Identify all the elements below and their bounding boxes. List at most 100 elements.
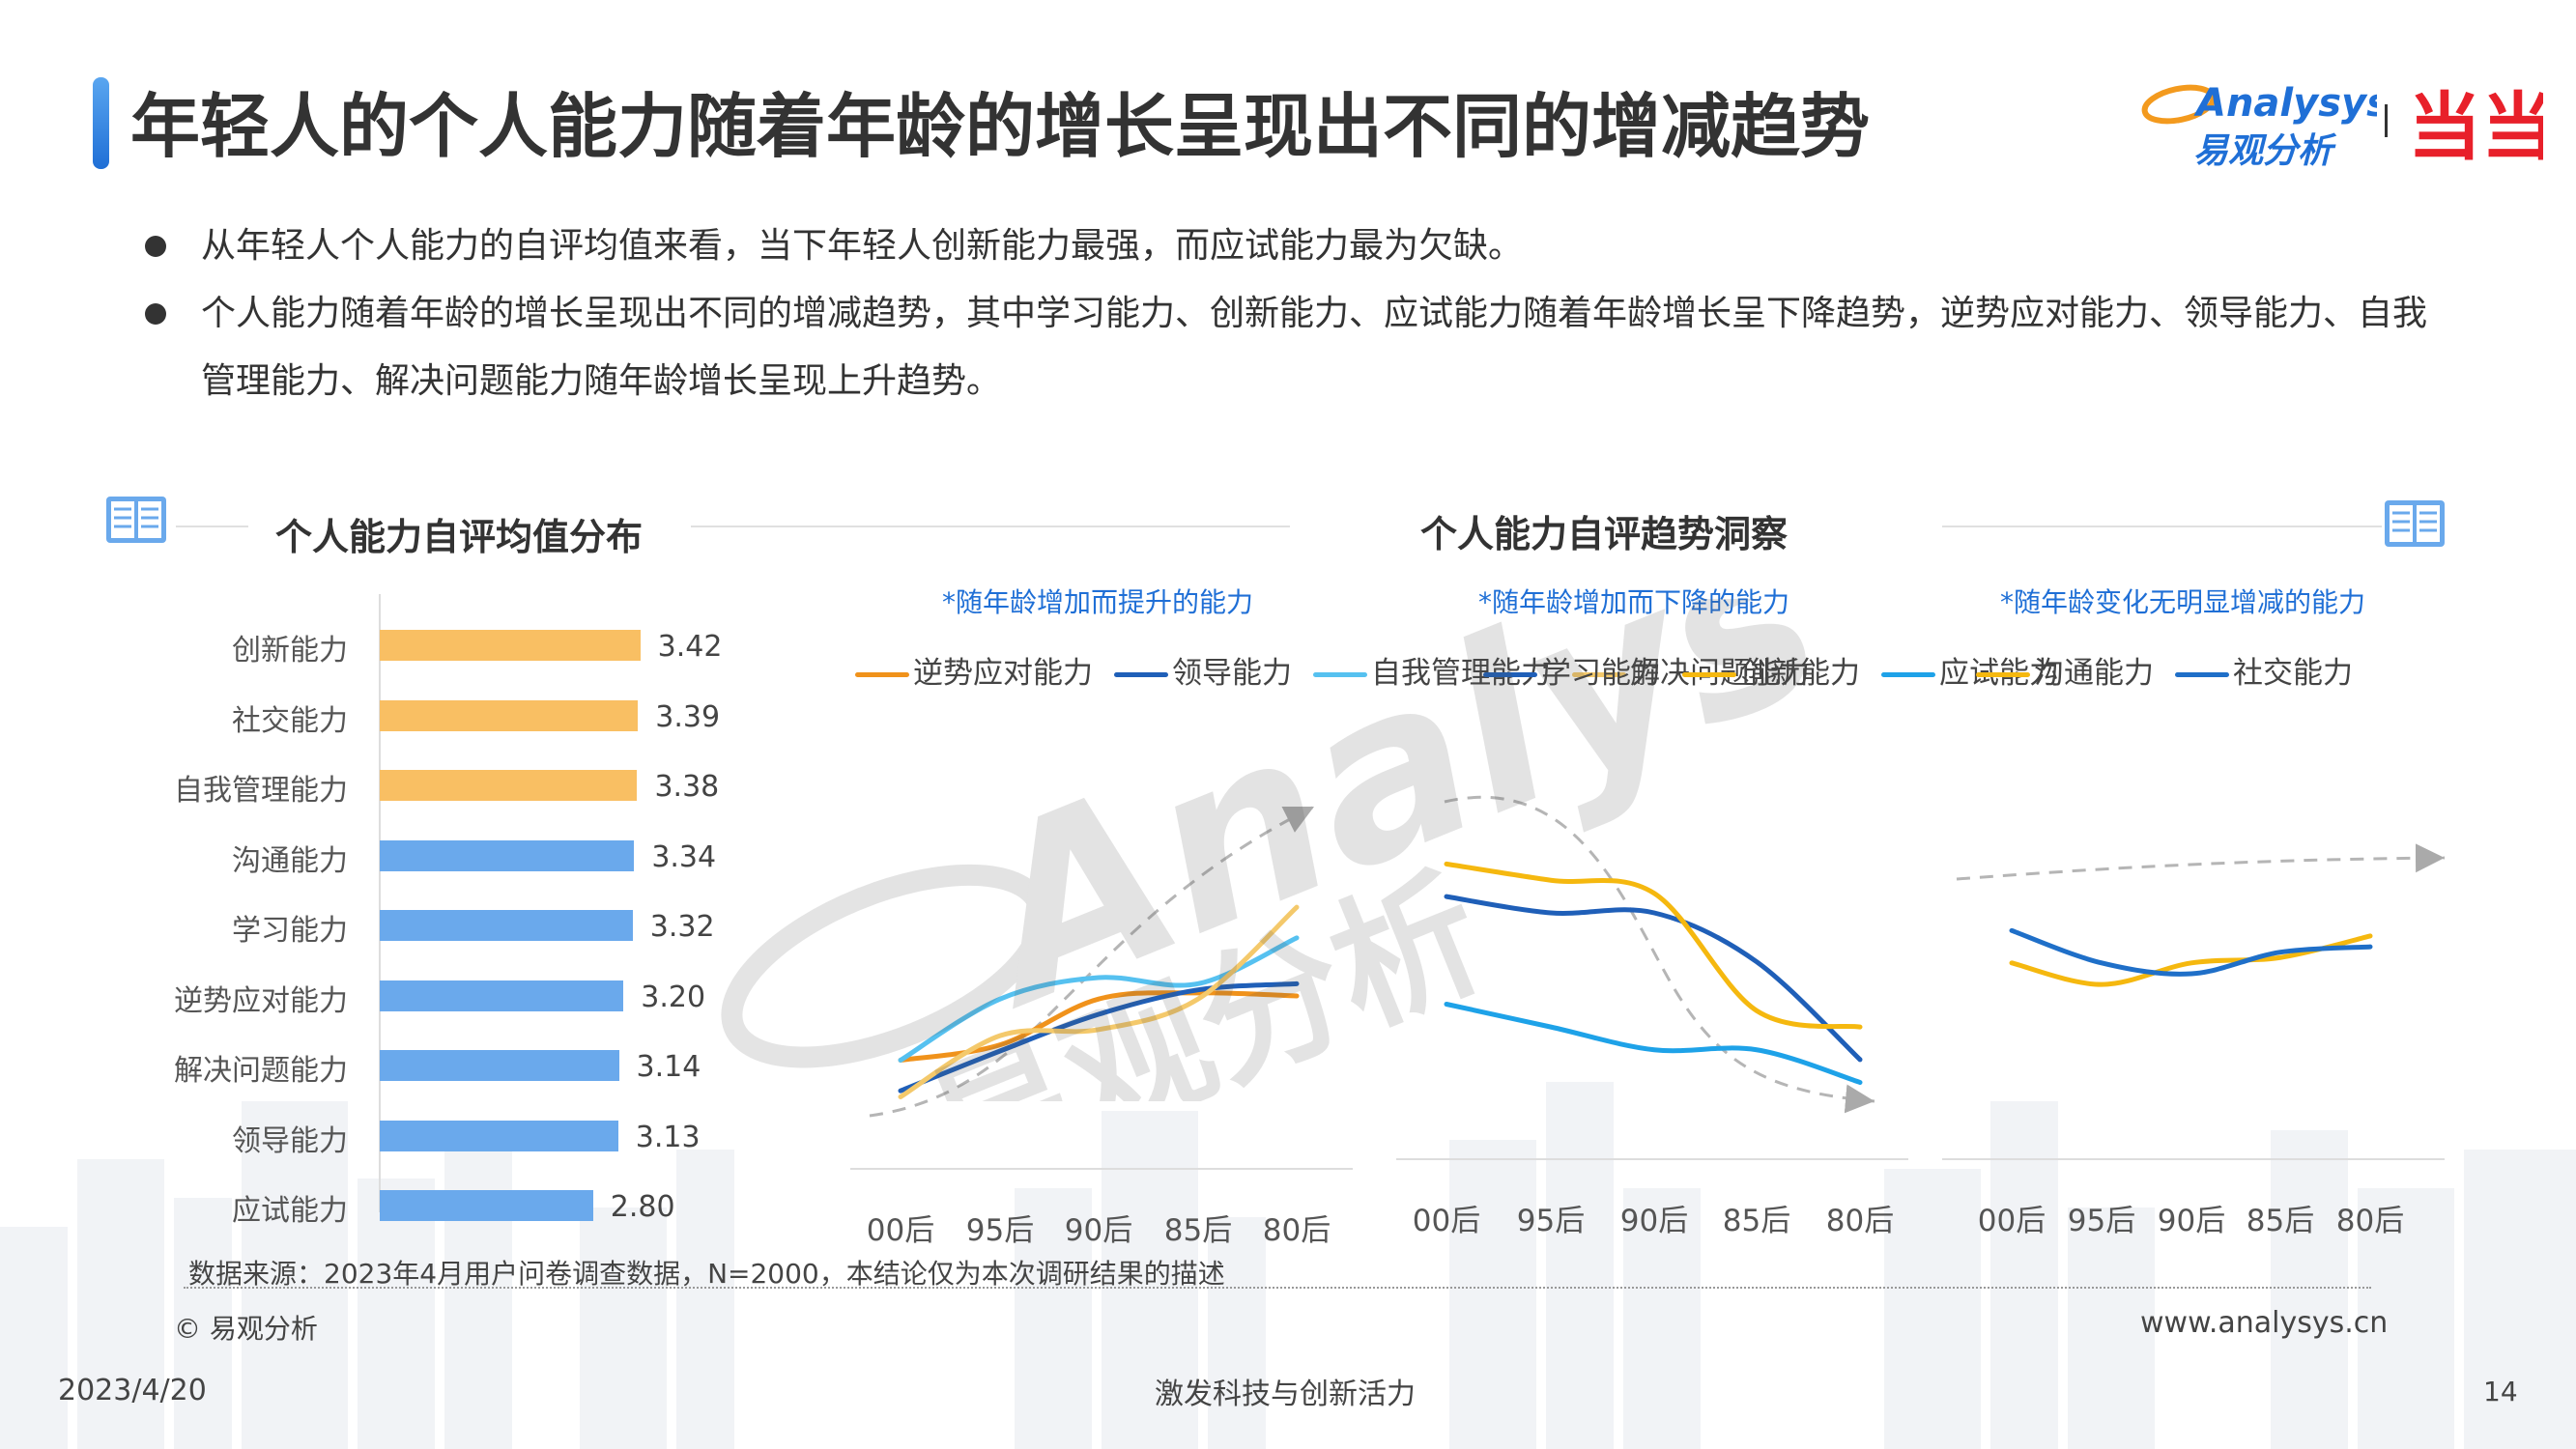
series-line bbox=[1444, 894, 1863, 1063]
series-line bbox=[898, 990, 1300, 1063]
section-divider bbox=[176, 526, 248, 527]
legend-label: 领导能力 bbox=[1172, 656, 1292, 691]
x-tick-label: 85后 bbox=[2246, 1204, 2315, 1238]
legend-swatch bbox=[1682, 672, 1736, 677]
bar bbox=[380, 839, 635, 871]
bullet-item: 个人能力随着年龄的增长呈现出不同的增减趋势，其中学习能力、创新能力、应试能力随着… bbox=[145, 280, 2443, 415]
legend-label: 沟通能力 bbox=[2034, 656, 2154, 691]
analysys-logo: Analysys 易观分析 bbox=[2140, 68, 2390, 178]
x-tick-label: 80后 bbox=[1825, 1204, 1895, 1238]
bullet-text: 从年轻人个人能力的自评均值来看，当下年轻人创新能力最强，而应试能力最为欠缺。 bbox=[201, 226, 1524, 266]
legend-label: 逆势应对能力 bbox=[913, 656, 1093, 691]
legend-item: 创新能力 bbox=[1682, 645, 1860, 701]
line-chart-stable bbox=[1942, 843, 2446, 1160]
x-tick-label: 00后 bbox=[1977, 1204, 2046, 1238]
bullet-list: 从年轻人个人能力的自评均值来看，当下年轻人创新能力最强，而应试能力最为欠缺。 个… bbox=[145, 213, 2443, 415]
page-title: 年轻人的个人能力随着年龄的增长呈现出不同的增减趋势 bbox=[130, 86, 1871, 167]
footer-divider bbox=[184, 1287, 2371, 1289]
legend-label: 学习能力 bbox=[1541, 656, 1661, 691]
legend-stable: 沟通能力 社交能力 bbox=[1976, 645, 2478, 701]
x-tick-label: 95后 bbox=[2067, 1204, 2136, 1238]
bar bbox=[380, 699, 639, 731]
bar-value-label: 3.42 bbox=[657, 630, 723, 664]
x-tick-label: 90后 bbox=[1064, 1213, 1133, 1248]
legend-falling: 学习能力 创新能力 应试能力 bbox=[1483, 645, 2059, 701]
series-line bbox=[898, 980, 1300, 1094]
bullet-dot-icon bbox=[145, 303, 166, 325]
x-tick-label: 85后 bbox=[1163, 1213, 1233, 1248]
bar-value-label: 3.13 bbox=[635, 1120, 701, 1154]
legend-swatch bbox=[1976, 672, 2030, 677]
bar-category-label: 领导能力 bbox=[232, 1123, 348, 1158]
x-tick-label: 90后 bbox=[2157, 1204, 2226, 1238]
svg-text:Analysys: Analysys bbox=[2193, 81, 2377, 126]
legend-swatch bbox=[2175, 672, 2229, 677]
bar bbox=[380, 1050, 619, 1081]
bar bbox=[380, 980, 624, 1011]
x-tick-label: 80后 bbox=[1262, 1213, 1331, 1248]
bar-category-label: 解决问题能力 bbox=[174, 1054, 348, 1088]
legend-swatch bbox=[855, 672, 909, 677]
website-link[interactable]: www.analysys.cn bbox=[2140, 1306, 2389, 1340]
trend-arrow bbox=[869, 805, 1315, 1118]
trend-arrow bbox=[1956, 843, 2446, 881]
bar-chart-axis bbox=[379, 594, 381, 1212]
bar-category-label: 社交能力 bbox=[232, 703, 348, 738]
legend-swatch bbox=[1881, 672, 1935, 677]
legend-swatch bbox=[1114, 672, 1168, 677]
chart-subtitle: *随年龄增加而提升的能力 bbox=[942, 586, 1254, 618]
x-tick-label: 95后 bbox=[1516, 1204, 1586, 1238]
skyline-background bbox=[0, 1082, 2576, 1449]
book-icon bbox=[2385, 500, 2445, 547]
book-icon bbox=[106, 497, 166, 543]
legend-item: 社交能力 bbox=[2175, 645, 2353, 701]
series-line bbox=[898, 904, 1300, 1099]
x-tick-label: 90后 bbox=[1619, 1204, 1689, 1238]
series-line bbox=[2009, 927, 2373, 977]
left-section-title: 个人能力自评均值分布 bbox=[275, 516, 644, 558]
section-divider bbox=[1942, 526, 2382, 527]
legend-rising: 逆势应对能力 领导能力 自我管理能力 解决问题能力 bbox=[855, 645, 1810, 701]
x-tick-label: 95后 bbox=[965, 1213, 1035, 1248]
bullet-dot-icon bbox=[145, 236, 166, 257]
legend-swatch bbox=[1313, 672, 1367, 677]
trend-arrow bbox=[1444, 795, 1875, 1114]
bar-category-label: 创新能力 bbox=[232, 634, 348, 668]
data-source: 数据来源：2023年4月用户问卷调查数据，N=2000，本结论仅为本次调研结果的… bbox=[188, 1258, 1225, 1290]
bar-value-label: 3.39 bbox=[655, 699, 721, 734]
series-line bbox=[1444, 1002, 1863, 1085]
slogan: 激发科技与创新活力 bbox=[1155, 1378, 1416, 1411]
legend-item: 领导能力 bbox=[1114, 645, 1292, 701]
legend-label: 社交能力 bbox=[2233, 656, 2353, 691]
x-tick-label: 00后 bbox=[1412, 1204, 1481, 1238]
bar bbox=[380, 630, 641, 661]
svg-text:易观分析: 易观分析 bbox=[2193, 131, 2337, 171]
copyright: © 易观分析 bbox=[174, 1313, 318, 1345]
chart-subtitle: *随年龄变化无明显增减的能力 bbox=[2000, 586, 2366, 618]
x-tick-label: 00后 bbox=[866, 1213, 935, 1248]
legend-item: 逆势应对能力 bbox=[855, 645, 1093, 701]
legend-item: 沟通能力 bbox=[1976, 645, 2154, 701]
legend-label: 创新能力 bbox=[1740, 656, 1860, 691]
bar-value-label: 3.20 bbox=[641, 980, 706, 1014]
bar bbox=[380, 1120, 618, 1151]
x-tick-label: 85后 bbox=[1722, 1204, 1791, 1238]
svg-text:当当: 当当 bbox=[2408, 84, 2543, 169]
page-number: 14 bbox=[2483, 1376, 2518, 1407]
bar-value-label: 3.32 bbox=[649, 910, 715, 944]
bar-value-label: 3.34 bbox=[651, 839, 717, 874]
bar-category-label: 沟通能力 bbox=[232, 843, 348, 878]
bullet-text: 个人能力随着年龄的增长呈现出不同的增减趋势，其中学习能力、创新能力、应试能力随着… bbox=[201, 294, 2428, 401]
bar-category-label: 自我管理能力 bbox=[174, 774, 348, 808]
dangdang-logo: 当当 bbox=[2408, 77, 2555, 173]
legend-swatch bbox=[1572, 672, 1626, 677]
line-chart-falling bbox=[1396, 795, 1908, 1160]
line-chart-rising bbox=[850, 805, 1353, 1170]
bar bbox=[380, 1190, 593, 1221]
legend-swatch bbox=[1483, 672, 1537, 677]
legend-item: 学习能力 bbox=[1483, 645, 1661, 701]
bullet-item: 从年轻人个人能力的自评均值来看，当下年轻人创新能力最强，而应试能力最为欠缺。 bbox=[145, 213, 2443, 280]
bar bbox=[380, 770, 638, 801]
right-section-title: 个人能力自评趋势洞察 bbox=[1420, 513, 1789, 555]
bar-category-label: 逆势应对能力 bbox=[174, 983, 348, 1018]
